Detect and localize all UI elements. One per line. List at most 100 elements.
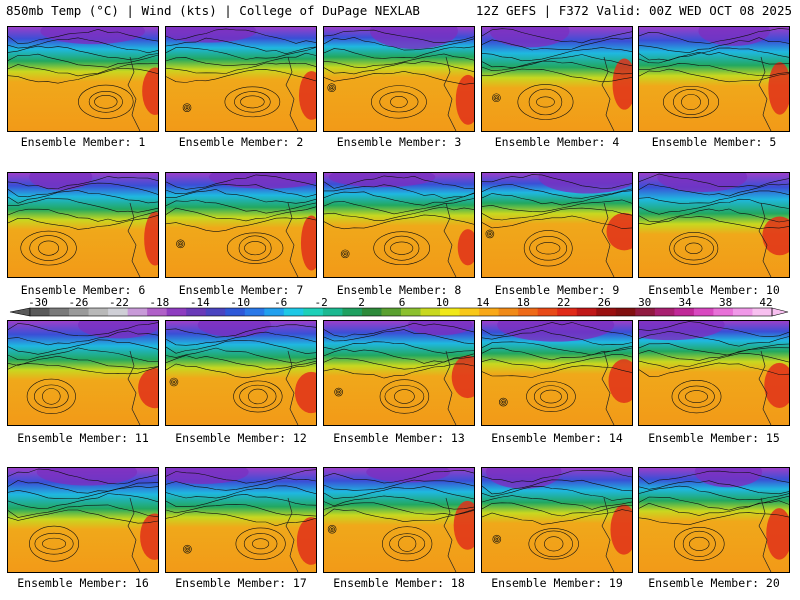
ensemble-member-map <box>7 26 159 132</box>
ensemble-member-map <box>165 26 317 132</box>
colorbar-swatch <box>518 308 538 316</box>
ensemble-member-map <box>323 172 475 278</box>
colorbar-swatch <box>186 308 206 316</box>
colorbar-min-arrow <box>10 308 30 316</box>
colorbar-swatch <box>596 308 616 316</box>
colorbar-swatch <box>440 308 460 316</box>
ensemble-member-label: Ensemble Member: 3 <box>320 135 478 149</box>
ensemble-member-label: Ensemble Member: 7 <box>162 283 320 297</box>
colorbar-swatch <box>401 308 421 316</box>
ensemble-member-map <box>481 467 633 573</box>
ensemble-member-label: Ensemble Member: 19 <box>478 576 636 590</box>
ensemble-member-map <box>481 172 633 278</box>
colorbar-swatch <box>323 308 343 316</box>
colorbar-tick-label: 42 <box>759 296 772 309</box>
ensemble-member-label: Ensemble Member: 16 <box>4 576 162 590</box>
ensemble-member-label: Ensemble Member: 11 <box>4 431 162 445</box>
ensemble-member-label: Ensemble Member: 2 <box>162 135 320 149</box>
colorbar-swatch <box>264 308 284 316</box>
colorbar-swatch <box>460 308 480 316</box>
colorbar-swatch <box>69 308 89 316</box>
colorbar-swatch <box>635 308 655 316</box>
colorbar-swatch <box>655 308 675 316</box>
ensemble-member-map <box>481 320 633 426</box>
ensemble-member-label: Ensemble Member: 5 <box>635 135 793 149</box>
colorbar-tick-label: 34 <box>678 296 692 309</box>
colorbar-tick-label: -14 <box>190 296 210 309</box>
ensemble-member-map <box>7 172 159 278</box>
colorbar-swatch <box>713 308 733 316</box>
colorbar-swatch <box>167 308 187 316</box>
colorbar-swatch <box>421 308 441 316</box>
ensemble-member-label: Ensemble Member: 17 <box>162 576 320 590</box>
colorbar-tick-label: 22 <box>557 296 570 309</box>
colorbar-tick-label: 14 <box>476 296 490 309</box>
colorbar-swatch <box>284 308 304 316</box>
colorbar-swatch <box>362 308 382 316</box>
ensemble-member-map <box>638 26 790 132</box>
colorbar-swatch <box>206 308 226 316</box>
chart-title: 850mb Temp (°C) | Wind (kts) | College o… <box>6 0 420 22</box>
colorbar-swatch <box>147 308 167 316</box>
ensemble-member-map <box>481 26 633 132</box>
ensemble-member-map <box>165 320 317 426</box>
ensemble-member-label: Ensemble Member: 20 <box>635 576 793 590</box>
run-info: 12Z GEFS | F372 Valid: 00Z WED OCT 08 20… <box>476 0 792 22</box>
ensemble-member-map <box>323 26 475 132</box>
ensemble-member-label: Ensemble Member: 18 <box>320 576 478 590</box>
colorbar-swatch <box>128 308 148 316</box>
ensemble-member-map <box>638 467 790 573</box>
colorbar-swatch <box>479 308 499 316</box>
colorbar-swatch <box>381 308 401 316</box>
colorbar-swatch <box>557 308 577 316</box>
ensemble-member-map <box>323 320 475 426</box>
colorbar-tick-label: -30 <box>28 296 48 309</box>
ensemble-member-map <box>7 467 159 573</box>
ensemble-member-label: Ensemble Member: 14 <box>478 431 636 445</box>
colorbar-swatch <box>499 308 519 316</box>
colorbar-swatch <box>225 308 245 316</box>
ensemble-member-label: Ensemble Member: 4 <box>478 135 636 149</box>
ensemble-member-label: Ensemble Member: 10 <box>635 283 793 297</box>
colorbar-tick-label: -22 <box>109 296 129 309</box>
temperature-colorbar: -30 -26 -22 -18 -14 -10 -6 -2 2 6 10 14 18 22 26 30 34 38… <box>0 296 800 322</box>
ensemble-member-map <box>638 320 790 426</box>
colorbar-tick-label: 6 <box>399 296 406 309</box>
colorbar-tick-label: 2 <box>358 296 365 309</box>
ensemble-member-label: Ensemble Member: 15 <box>635 431 793 445</box>
ensemble-member-map <box>638 172 790 278</box>
colorbar-swatch <box>89 308 109 316</box>
colorbar-max-arrow <box>772 308 788 316</box>
colorbar-swatch <box>342 308 362 316</box>
colorbar-tick-label: 18 <box>517 296 530 309</box>
colorbar-tick-label: -10 <box>230 296 250 309</box>
ensemble-member-map <box>165 467 317 573</box>
ensemble-member-map <box>165 172 317 278</box>
colorbar-tick-label: 38 <box>719 296 732 309</box>
colorbar-swatch <box>733 308 753 316</box>
colorbar-swatch <box>577 308 597 316</box>
ensemble-member-label: Ensemble Member: 6 <box>4 283 162 297</box>
colorbar-swatch <box>674 308 694 316</box>
colorbar-tick-label: -18 <box>149 296 169 309</box>
colorbar-swatch <box>30 308 50 316</box>
colorbar-swatch <box>50 308 70 316</box>
ensemble-member-label: Ensemble Member: 9 <box>478 283 636 297</box>
colorbar-tick-label: -26 <box>68 296 88 309</box>
ensemble-member-map <box>323 467 475 573</box>
colorbar-swatch <box>538 308 558 316</box>
colorbar-tick-label: -6 <box>274 296 287 309</box>
colorbar-tick-label: 10 <box>436 296 449 309</box>
colorbar-swatch <box>752 308 772 316</box>
ensemble-member-label: Ensemble Member: 8 <box>320 283 478 297</box>
colorbar-tick-label: 30 <box>638 296 651 309</box>
colorbar-swatch <box>616 308 636 316</box>
ensemble-member-label: Ensemble Member: 13 <box>320 431 478 445</box>
colorbar-swatch <box>694 308 714 316</box>
ensemble-member-label: Ensemble Member: 12 <box>162 431 320 445</box>
colorbar-tick-label: 26 <box>598 296 611 309</box>
colorbar-swatch <box>245 308 265 316</box>
colorbar-swatch <box>303 308 323 316</box>
colorbar-swatch <box>108 308 128 316</box>
ensemble-member-label: Ensemble Member: 1 <box>4 135 162 149</box>
